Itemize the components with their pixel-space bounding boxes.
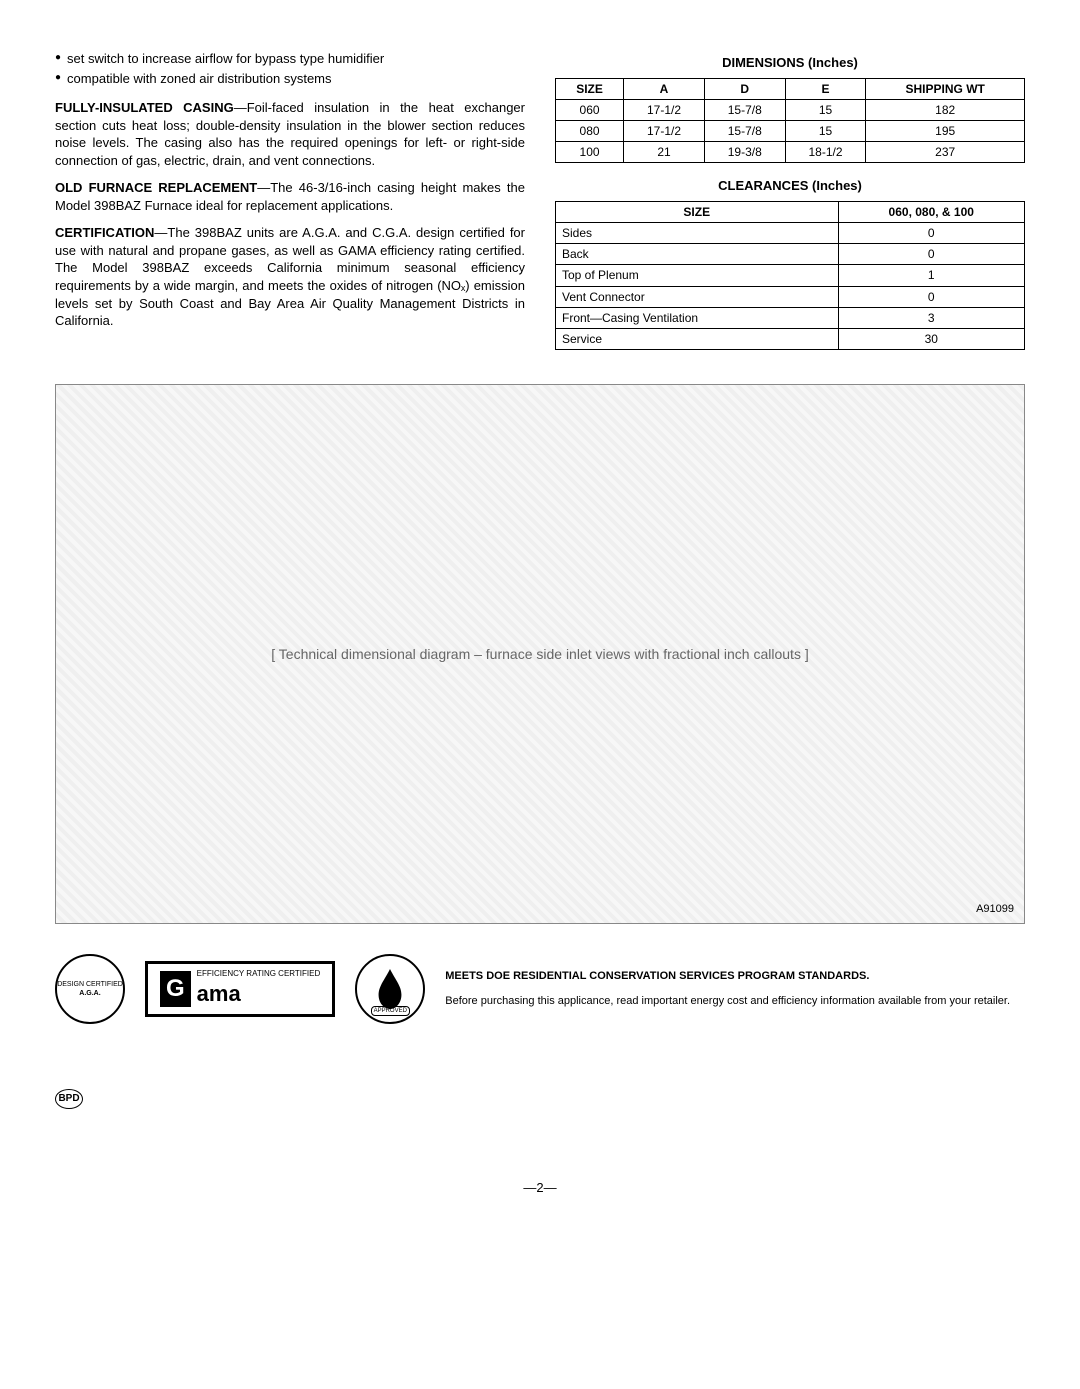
cell: 15-7/8: [704, 120, 785, 141]
paragraph-casing: FULLY-INSULATED CASING—Foil-faced insula…: [55, 99, 525, 169]
diagram-placeholder-text: [ Technical dimensional diagram – furnac…: [271, 645, 808, 664]
cell: Front—Casing Ventilation: [556, 307, 839, 328]
cell: 0: [838, 223, 1025, 244]
dimensions-table: SIZE A D E SHIPPING WT 060 17-1/2 15-7/8…: [555, 78, 1025, 164]
cell: 195: [866, 120, 1025, 141]
cell: 1: [838, 265, 1025, 286]
table-row: Vent Connector0: [556, 286, 1025, 307]
para-lead: CERTIFICATION: [55, 225, 154, 240]
approved-label: APPROVED: [371, 1006, 410, 1016]
cell: 21: [624, 142, 705, 163]
cell: 080: [556, 120, 624, 141]
cell: 0: [838, 244, 1025, 265]
table-row: Front—Casing Ventilation3: [556, 307, 1025, 328]
cell: 17-1/2: [624, 120, 705, 141]
table-row: 080 17-1/2 15-7/8 15 195: [556, 120, 1025, 141]
table-row: Sides0: [556, 223, 1025, 244]
doe-body: Before purchasing this applicance, read …: [445, 994, 1025, 1009]
table-row: 060 17-1/2 15-7/8 15 182: [556, 99, 1025, 120]
doe-heading: MEETS DOE RESIDENTIAL CONSERVATION SERVI…: [445, 969, 1025, 984]
cell: Back: [556, 244, 839, 265]
badge-text: A.G.A.: [79, 989, 100, 998]
table-header-row: SIZE 060, 080, & 100: [556, 201, 1025, 222]
para-lead: FULLY-INSULATED CASING: [55, 100, 234, 115]
bullet-text: compatible with zoned air distribution s…: [67, 70, 331, 88]
brand-mark: BPD: [55, 1089, 83, 1109]
approved-flame-badge: APPROVED: [355, 954, 425, 1024]
paragraph-replacement: OLD FURNACE REPLACEMENT—The 46-3/16-inch…: [55, 179, 525, 214]
feature-bullets: set switch to increase airflow for bypas…: [55, 50, 525, 87]
cell: 15: [785, 99, 866, 120]
col-header: D: [704, 78, 785, 99]
cell: Sides: [556, 223, 839, 244]
cell: 17-1/2: [624, 99, 705, 120]
certification-footer: DESIGN CERTIFIED A.G.A. G EFFICIENCY RAT…: [55, 954, 1025, 1024]
col-header: E: [785, 78, 866, 99]
table-row: 100 21 19-3/8 18-1/2 237: [556, 142, 1025, 163]
table-header-row: SIZE A D E SHIPPING WT: [556, 78, 1025, 99]
cell: Top of Plenum: [556, 265, 839, 286]
bullet-text: set switch to increase airflow for bypas…: [67, 50, 384, 68]
gama-cert-badge: G EFFICIENCY RATING CERTIFIED ama: [145, 961, 335, 1017]
cell: Service: [556, 328, 839, 349]
col-header: 060, 080, & 100: [838, 201, 1025, 222]
cell: 237: [866, 142, 1025, 163]
cell: 0: [838, 286, 1025, 307]
para-body: —The 398BAZ units are A.G.A. and C.G.A. …: [55, 225, 525, 328]
brand-footer-logo: BPD: [55, 1089, 1025, 1109]
cell: 15-7/8: [704, 99, 785, 120]
clearances-table: SIZE 060, 080, & 100 Sides0 Back0 Top of…: [555, 201, 1025, 350]
clearances-title: CLEARANCES (Inches): [555, 177, 1025, 195]
bullet-item: set switch to increase airflow for bypas…: [55, 50, 525, 68]
table-row: Back0: [556, 244, 1025, 265]
cell: 100: [556, 142, 624, 163]
cell: 15: [785, 120, 866, 141]
gama-small-text: EFFICIENCY RATING CERTIFIED: [197, 970, 321, 979]
cell: 30: [838, 328, 1025, 349]
gama-logo-text: ama: [197, 979, 321, 1009]
doe-statement: MEETS DOE RESIDENTIAL CONSERVATION SERVI…: [445, 969, 1025, 1009]
flame-icon: [372, 969, 408, 1009]
table-row: Top of Plenum1: [556, 265, 1025, 286]
aga-design-cert-badge: DESIGN CERTIFIED A.G.A.: [55, 954, 125, 1024]
para-lead: OLD FURNACE REPLACEMENT: [55, 180, 257, 195]
gama-g-icon: G: [160, 971, 191, 1007]
col-header: SIZE: [556, 78, 624, 99]
cell: 3: [838, 307, 1025, 328]
cell: 19-3/8: [704, 142, 785, 163]
diagram-reference: A91099: [976, 902, 1014, 917]
table-row: Service30: [556, 328, 1025, 349]
badge-text: DESIGN CERTIFIED: [57, 980, 123, 989]
col-header: A: [624, 78, 705, 99]
cell: Vent Connector: [556, 286, 839, 307]
paragraph-certification: CERTIFICATION—The 398BAZ units are A.G.A…: [55, 224, 525, 329]
cell: 182: [866, 99, 1025, 120]
cell: 060: [556, 99, 624, 120]
bullet-item: compatible with zoned air distribution s…: [55, 70, 525, 88]
cell: 18-1/2: [785, 142, 866, 163]
page-number: —2—: [55, 1179, 1025, 1197]
dimensions-title: DIMENSIONS (Inches): [555, 54, 1025, 72]
furnace-dimensional-diagram: [ Technical dimensional diagram – furnac…: [55, 384, 1025, 924]
col-header: SIZE: [556, 201, 839, 222]
col-header: SHIPPING WT: [866, 78, 1025, 99]
